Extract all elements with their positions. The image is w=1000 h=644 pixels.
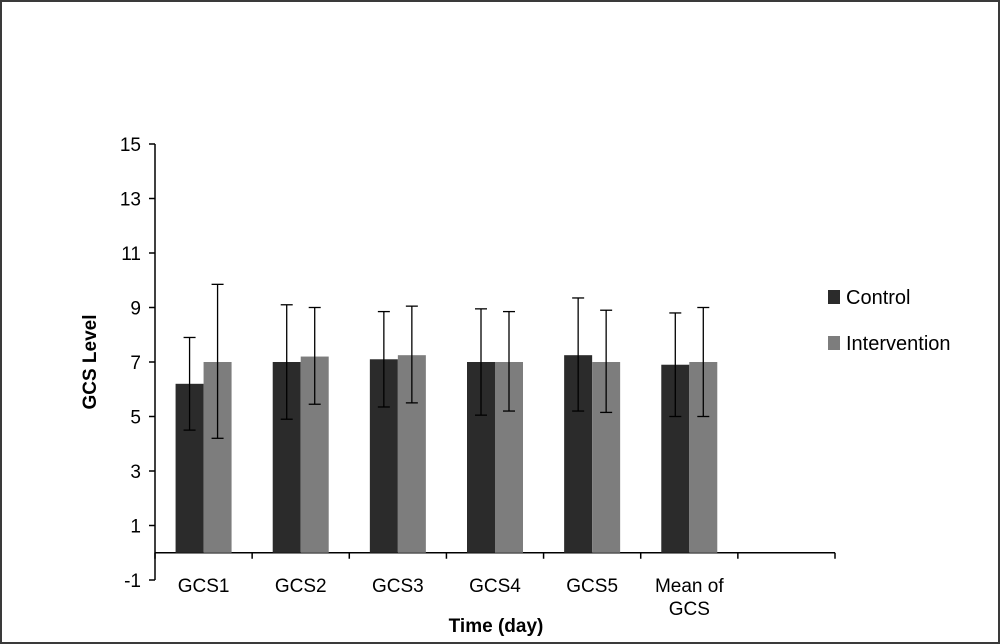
x-tick-label-line: GCS1 [178,576,230,597]
x-tick-label-line: GCS5 [566,576,618,597]
y-tick-label: 9 [130,299,141,320]
legend-label: Control [846,287,910,309]
y-tick-label: 7 [130,353,141,374]
x-tick-label-line: GCS [669,599,710,620]
error-bars [183,283,710,439]
legend-swatch [828,336,840,350]
y-tick-label: 1 [130,517,141,538]
y-tick-label: 15 [120,135,141,156]
y-axis-title: GCS Level [80,314,101,409]
legend: Control Intervention [828,287,951,355]
x-tick-labels: GCS1 GCS2 GCS3 GCS4 GCS5 Mean of GCS [178,576,725,620]
y-tick-label: 13 [120,190,141,211]
legend-label: Intervention [846,333,951,355]
bars [175,355,718,553]
x-tick-label: GCS4 [469,576,521,597]
x-tick-label-line: Mean of [655,576,724,597]
legend-swatch [828,290,840,304]
y-tick-labels: 15 13 11 9 7 5 3 1 -1 [120,135,141,592]
y-tick-label: 11 [121,244,141,265]
x-tick-label-line: GCS3 [372,576,424,597]
x-tick-label-line: GCS2 [275,576,327,597]
x-tick-label: Mean of GCS [655,576,724,620]
x-tick-label: GCS3 [372,576,424,597]
x-tick-label: GCS1 [178,576,230,597]
y-tick-label: -1 [124,571,141,592]
x-axis-title: Time (day) [449,616,544,637]
x-tick-label: GCS5 [566,576,618,597]
x-tick-label-line: GCS4 [469,576,521,597]
x-tick-label: GCS2 [275,576,327,597]
y-tick-label: 5 [130,408,141,429]
y-tick-label: 3 [130,462,141,483]
